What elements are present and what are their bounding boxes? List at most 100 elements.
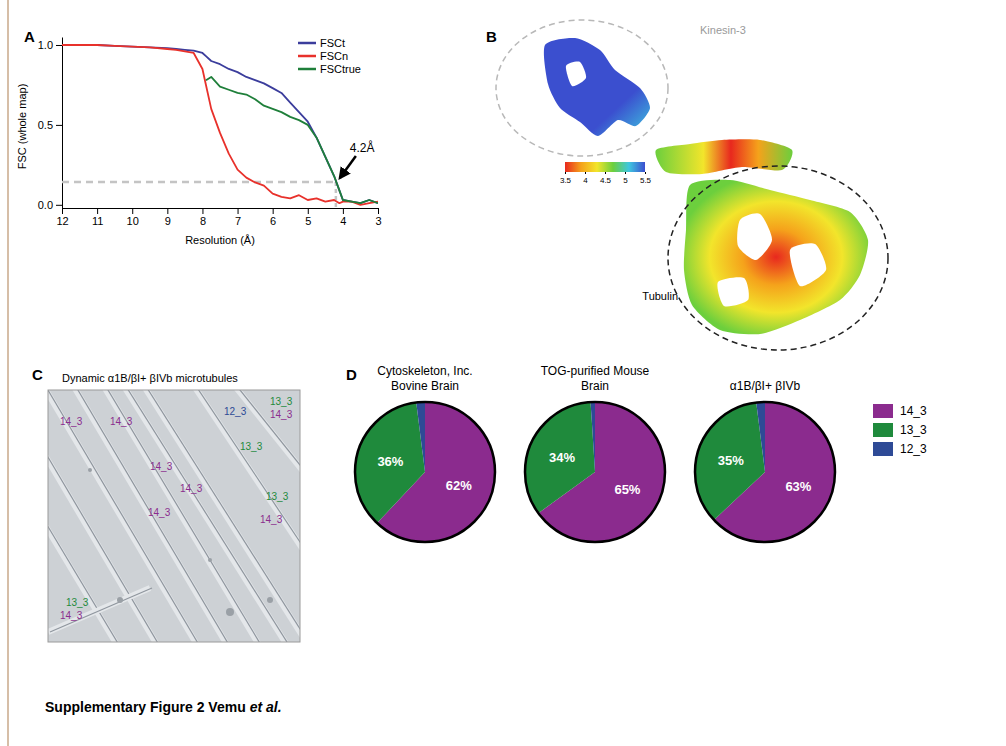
colorbar bbox=[565, 162, 645, 172]
x-tick: 3 bbox=[375, 208, 381, 227]
y-tick-label: 0.5 bbox=[38, 119, 53, 131]
micrograph-label: 13_3 bbox=[66, 597, 89, 608]
panel-letter: C bbox=[32, 366, 43, 383]
micrograph-label: 14_3 bbox=[180, 483, 203, 494]
x-tick: 10 bbox=[127, 208, 139, 227]
microtubule-halo bbox=[230, 390, 300, 480]
annotation-arrow bbox=[340, 156, 356, 178]
colorbar-tick-mark bbox=[565, 172, 566, 174]
colorbar-axis-line bbox=[566, 172, 646, 173]
threshold-line bbox=[62, 181, 336, 184]
x-tick: 6 bbox=[270, 208, 276, 227]
kinesin-outline bbox=[496, 20, 668, 156]
pie-data-label: 35% bbox=[718, 453, 744, 468]
x-tick-mark bbox=[378, 208, 379, 214]
pie-data-label: 34% bbox=[549, 450, 575, 465]
legend-label: 13_3 bbox=[900, 423, 927, 437]
micrograph-title: Dynamic α1B/βI+ βIVb microtubules bbox=[62, 372, 238, 384]
page-border bbox=[7, 0, 9, 746]
micrograph-label: 14_3 bbox=[150, 461, 173, 472]
micrograph-speck bbox=[267, 597, 273, 603]
y-tick-label: 0.0 bbox=[38, 199, 53, 211]
density-blob bbox=[566, 62, 586, 87]
panel-letter: D bbox=[346, 366, 357, 383]
microtubule-halo bbox=[190, 390, 300, 560]
density-blob bbox=[684, 180, 868, 335]
x-tick-label: 3 bbox=[375, 215, 381, 227]
panel-letter: B bbox=[486, 28, 497, 45]
microtubule bbox=[48, 500, 122, 642]
y-tick: 1.0 bbox=[38, 39, 62, 51]
colorbar-tick: 4 bbox=[583, 172, 588, 185]
legend-label: 12_3 bbox=[900, 442, 927, 456]
pie-title: α1B/βI+ βIVb bbox=[730, 379, 801, 393]
x-tick: 4 bbox=[340, 208, 346, 227]
x-axis: 1211109876543 bbox=[56, 208, 381, 227]
pie-title-line: TOG-purified Mouse bbox=[541, 364, 650, 378]
x-tick-label: 8 bbox=[200, 215, 206, 227]
legend-swatch bbox=[873, 404, 893, 418]
pie-slice bbox=[355, 403, 425, 523]
legend-swatch bbox=[298, 68, 316, 71]
microtubule-halo bbox=[100, 390, 262, 642]
pie-data-label: 63% bbox=[785, 479, 811, 494]
pie-slice bbox=[695, 403, 765, 520]
colorbar-tick-label: 4 bbox=[583, 176, 588, 185]
density-map bbox=[544, 38, 868, 334]
fsc-line bbox=[206, 77, 378, 203]
legend-swatch bbox=[873, 423, 893, 437]
pie-title-line: α1B/βI+ βIVb bbox=[730, 379, 801, 393]
pie-title-line: Brain bbox=[581, 379, 609, 393]
colorbar-tick-label: 3.5 bbox=[560, 176, 572, 185]
colorbar-tick-mark bbox=[625, 172, 626, 174]
micrograph-label: 14_3 bbox=[60, 610, 83, 621]
micrograph-speck bbox=[117, 597, 123, 603]
pie-outline bbox=[695, 402, 835, 542]
x-tick: 9 bbox=[165, 208, 171, 227]
footer-italic: et al. bbox=[250, 699, 282, 715]
pie-title: Cytoskeleton, Inc.Bovine Brain bbox=[377, 364, 472, 393]
x-axis-title: Resolution (Å) bbox=[185, 234, 255, 246]
micrograph-label: 14_3 bbox=[110, 416, 133, 427]
pie-title: TOG-purified MouseBrain bbox=[541, 364, 650, 393]
micrograph-label: 13_3 bbox=[266, 491, 289, 502]
footer-main: Supplementary Figure 2 Vemu bbox=[45, 699, 246, 715]
x-tick: 5 bbox=[305, 208, 311, 227]
tubulin-outline bbox=[668, 166, 888, 350]
x-tick-label: 12 bbox=[56, 215, 68, 227]
x-tick-label: 5 bbox=[305, 215, 311, 227]
x-tick: 12 bbox=[56, 208, 68, 227]
x-tick-label: 7 bbox=[235, 215, 241, 227]
x-tick-mark bbox=[97, 208, 98, 214]
pie: 63% 35% bbox=[695, 402, 835, 542]
micrograph-label: 13_3 bbox=[270, 396, 293, 407]
pie-slice bbox=[416, 402, 425, 472]
micrograph-label: 13_3 bbox=[240, 441, 263, 452]
micrograph-label: 14_3 bbox=[260, 514, 283, 525]
pie-outline bbox=[355, 402, 495, 542]
microtubule-halo bbox=[120, 390, 290, 642]
y-tick-mark bbox=[56, 125, 62, 126]
pie: 65% 34% bbox=[525, 402, 665, 542]
y-axis-title: FSC (whole map) bbox=[16, 84, 28, 170]
x-tick-label: 4 bbox=[340, 215, 346, 227]
microtubule-halo bbox=[48, 588, 150, 632]
micrograph-label: 14_3 bbox=[148, 507, 171, 518]
pie-title-line: Bovine Brain bbox=[391, 379, 459, 393]
density-blob bbox=[655, 139, 792, 174]
pie-data-label: 62% bbox=[446, 478, 472, 493]
colorbar-axis: 3.544.555.5 bbox=[560, 172, 652, 185]
footer: Supplementary Figure 2 Vemuet al. bbox=[45, 699, 282, 715]
density-blob bbox=[737, 213, 772, 260]
fsc-line bbox=[62, 45, 378, 203]
colorbar-tick-label: 5.5 bbox=[640, 176, 652, 185]
y-tick-mark bbox=[56, 205, 62, 206]
micrograph-speck bbox=[88, 468, 92, 472]
micrograph-speck bbox=[226, 608, 234, 616]
lines bbox=[62, 45, 378, 205]
microtubule bbox=[102, 390, 264, 642]
colorbar-tick: 5.5 bbox=[640, 172, 652, 185]
x-tick-mark bbox=[308, 208, 309, 214]
pie-outline bbox=[525, 402, 665, 542]
pie-data-label: 65% bbox=[614, 482, 640, 497]
